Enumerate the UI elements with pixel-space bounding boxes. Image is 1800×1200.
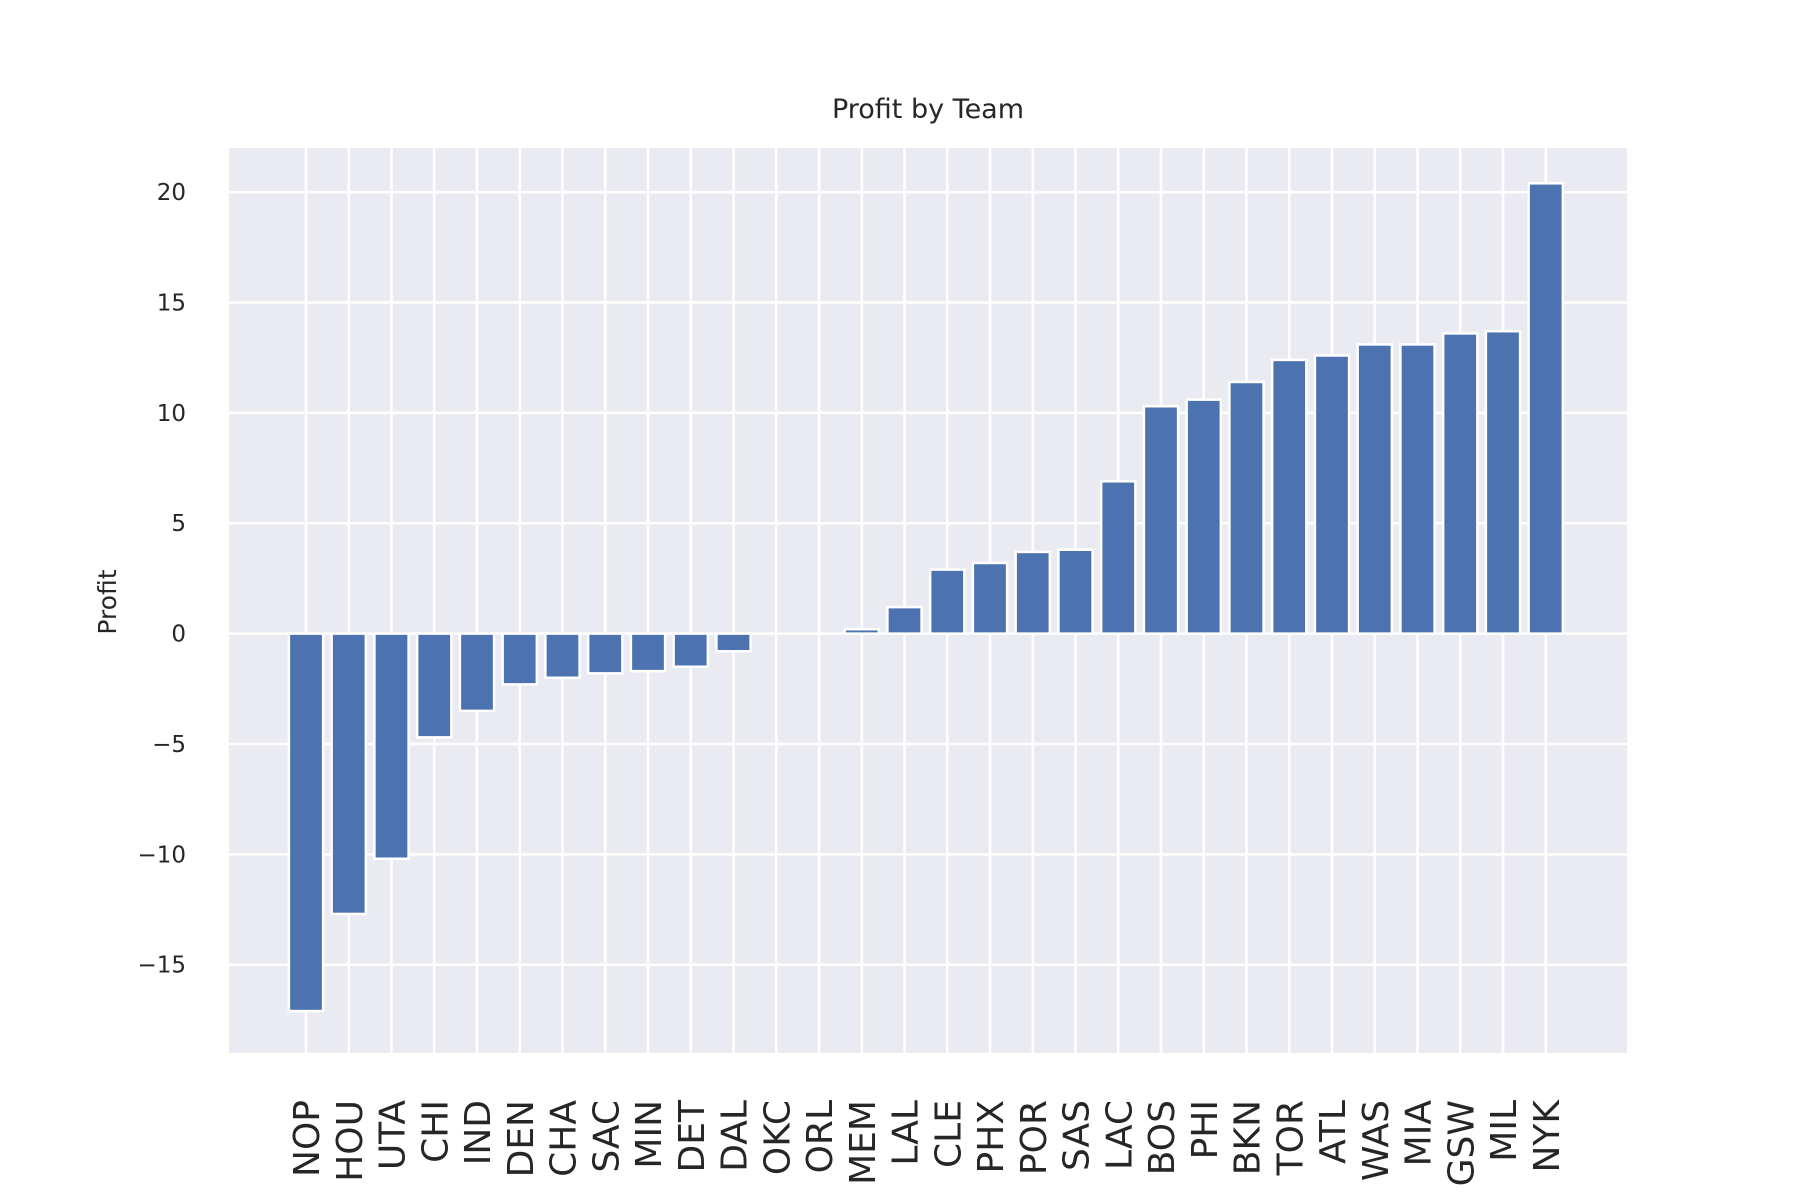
x-tick-label-bkn: BKN <box>1228 1100 1269 1175</box>
x-tick-label-sas: SAS <box>1057 1100 1098 1171</box>
bar-phi <box>1185 398 1223 635</box>
y-tick-label: 15 <box>157 291 186 317</box>
bar-min <box>629 632 667 673</box>
bar-mil <box>1484 329 1522 635</box>
x-tick-label-cle: CLE <box>928 1100 969 1168</box>
x-tick-label-por: POR <box>1014 1100 1055 1175</box>
x-tick-label-lac: LAC <box>1099 1100 1140 1170</box>
x-tick-label-okc: OKC <box>757 1100 798 1175</box>
x-tick-label-lal: LAL <box>886 1100 927 1166</box>
bars <box>287 182 1565 1013</box>
y-tick-label: 20 <box>157 180 186 206</box>
y-tick-label: 0 <box>171 622 186 648</box>
bar-uta <box>373 632 410 861</box>
x-tick-label-nop: NOP <box>287 1100 328 1177</box>
bar-cha <box>544 632 581 680</box>
bar-det <box>672 632 710 668</box>
x-tick-label-dal: DAL <box>715 1100 756 1172</box>
x-tick-label-phx: PHX <box>971 1100 1012 1173</box>
x-tick-label-phi: PHI <box>1185 1100 1226 1159</box>
bar-atl <box>1313 354 1351 635</box>
bar-ind <box>458 632 496 713</box>
x-tick-label-was: WAS <box>1356 1100 1397 1181</box>
y-tick-label: 10 <box>157 401 186 427</box>
x-tick-label-sac: SAC <box>586 1100 627 1173</box>
x-tick-label-hou: HOU <box>330 1100 371 1182</box>
plot-background <box>229 148 1627 1053</box>
x-tick-label-det: DET <box>672 1099 713 1172</box>
x-tick-label-gsw: GSW <box>1441 1100 1482 1186</box>
x-tick-label-cha: CHA <box>544 1100 585 1177</box>
bar-mia <box>1399 343 1436 635</box>
bar-cle <box>928 568 966 635</box>
chart-title: Profit by Team <box>832 94 1024 125</box>
bar-phx <box>971 561 1009 635</box>
x-tick-label-mia: MIA <box>1399 1100 1440 1167</box>
x-tick-label-mil: MIL <box>1484 1100 1525 1162</box>
bar-sas <box>1057 548 1094 635</box>
bar-mem <box>843 627 881 635</box>
bar-den <box>501 632 539 686</box>
bar-bkn <box>1228 380 1265 635</box>
bar-lal <box>886 605 923 635</box>
bar-nyk <box>1527 182 1565 635</box>
y-tick-label: 5 <box>171 511 186 537</box>
y-axis-label: Profit <box>93 569 122 634</box>
x-tick-label-bos: BOS <box>1142 1100 1183 1175</box>
y-tick-labels: −15 −10 −5 0 5 10 15 20 <box>137 180 186 979</box>
x-tick-label-chi: CHI <box>415 1100 456 1163</box>
bar-was <box>1356 343 1394 635</box>
bar-dal <box>715 632 752 653</box>
x-tick-label-min: MIN <box>629 1100 670 1169</box>
x-tick-label-uta: UTA <box>373 1100 414 1171</box>
x-tick-label-atl: ATL <box>1313 1100 1354 1164</box>
bar-tor <box>1270 358 1308 635</box>
x-tick-label-mem: MEM <box>843 1100 884 1185</box>
y-tick-label: −5 <box>152 732 186 758</box>
bar-bos <box>1142 405 1180 635</box>
x-tick-label-orl: ORL <box>800 1100 841 1173</box>
x-tick-label-ind: IND <box>458 1100 499 1165</box>
bar-por <box>1014 550 1052 635</box>
bar-nop <box>287 632 325 1013</box>
bar-gsw <box>1441 332 1479 635</box>
bar-lac <box>1099 480 1137 635</box>
x-tick-label-den: DEN <box>501 1100 542 1177</box>
y-tick-label: −15 <box>137 953 186 979</box>
x-tick-label-tor: TOR <box>1270 1100 1311 1176</box>
bar-hou <box>330 632 368 916</box>
y-tick-label: −10 <box>137 842 186 868</box>
x-tick-labels: NOP HOU UTA CHI IND DEN CHA SAC MIN DET DAL OKC ORL M… <box>287 1099 1568 1187</box>
x-tick-label-nyk: NYK <box>1527 1099 1568 1173</box>
bar-sac <box>586 632 624 675</box>
bar-chi <box>415 632 453 739</box>
